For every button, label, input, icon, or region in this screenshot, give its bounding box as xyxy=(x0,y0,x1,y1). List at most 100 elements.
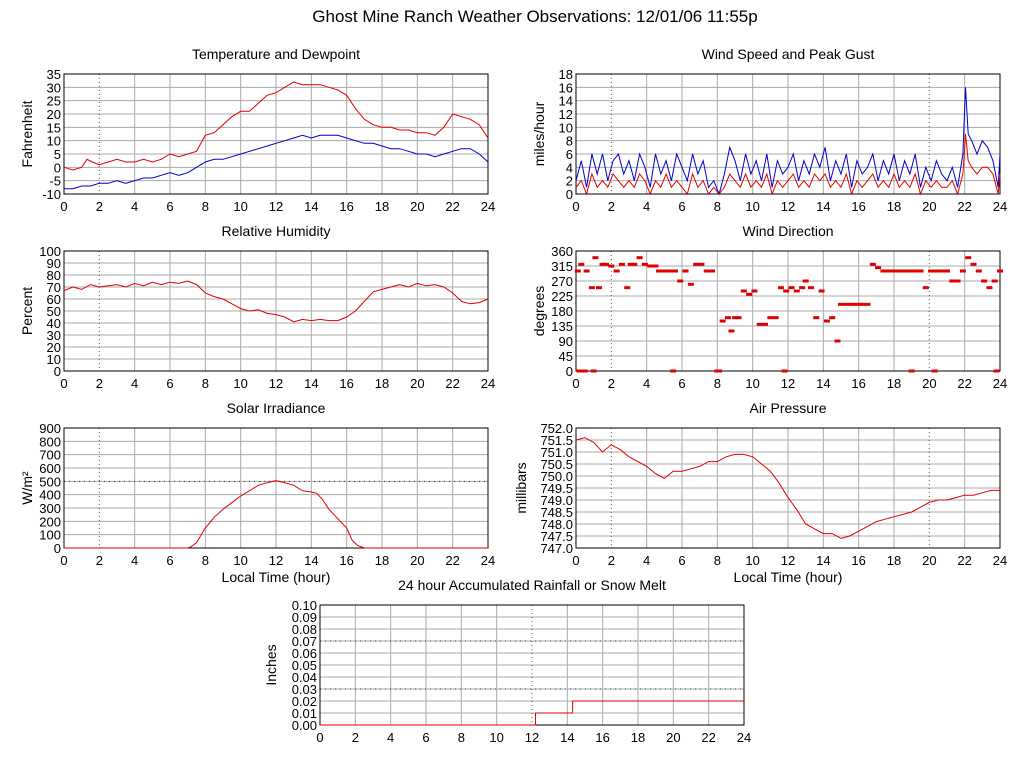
direction-point xyxy=(590,369,597,373)
direction-point xyxy=(901,269,908,273)
temp-xtick-label: 2 xyxy=(96,199,103,214)
direction-point xyxy=(896,269,903,273)
solar-ytick-label: 900 xyxy=(39,421,61,436)
pressure-series-line-0 xyxy=(575,437,1000,539)
temp-xtick-label: 22 xyxy=(445,199,459,214)
wind-xtick-label: 22 xyxy=(957,199,971,214)
direction-point xyxy=(928,269,935,273)
rain-xtick-label: 0 xyxy=(316,730,323,745)
direction-point xyxy=(624,286,631,290)
pressure-chart: Air Pressure 747.0747.5748.0748.5749.0749… xyxy=(513,400,1007,585)
rain-ytick-label: 0.02 xyxy=(292,694,317,709)
pressure-ytick-label: 751.5 xyxy=(540,433,573,448)
temp-xtick-label: 4 xyxy=(131,199,138,214)
direction-point xyxy=(993,369,1000,373)
direction-point xyxy=(588,286,595,290)
direction-point xyxy=(772,316,779,320)
direction-point xyxy=(853,302,860,306)
pressure-xtick-label: 20 xyxy=(922,553,936,568)
humidity-chart: Relative Humidity01020304050607080901000… xyxy=(19,223,495,391)
solar-xtick-label: 24 xyxy=(481,553,495,568)
direction-point xyxy=(636,256,643,260)
direction-point xyxy=(823,319,830,323)
direction-point xyxy=(807,286,814,290)
humidity-ytick-label: 100 xyxy=(39,244,61,259)
wind-xtick-label: 2 xyxy=(608,199,615,214)
temp-ytick-label: 20 xyxy=(47,107,61,122)
direction-ytick-label: 270 xyxy=(551,274,573,289)
direction-point xyxy=(751,289,758,293)
rain-ytick-label: 0.08 xyxy=(292,622,317,637)
rain-ytick-label: 0.05 xyxy=(292,658,317,673)
humidity-series-line-0 xyxy=(63,280,489,323)
direction-point xyxy=(938,269,945,273)
rain-ytick-label: 0.03 xyxy=(292,682,317,697)
pressure-ytick-label: 749.5 xyxy=(540,481,573,496)
temp-plot-frame xyxy=(63,73,489,195)
solar-xlabel: Local Time (hour) xyxy=(222,569,331,585)
direction-point xyxy=(666,269,673,273)
wind-ytick-label: 2 xyxy=(566,174,573,189)
direction-point xyxy=(592,256,599,260)
rain-title: 24 hour Accumulated Rainfall or Snow Mel… xyxy=(398,577,666,593)
direction-point xyxy=(671,269,678,273)
solar-ytick-label: 800 xyxy=(39,434,61,449)
direction-point xyxy=(767,316,774,320)
humidity-xtick-label: 20 xyxy=(410,376,424,391)
solar-xtick-label: 4 xyxy=(131,553,138,568)
direction-point xyxy=(719,319,726,323)
direction-xtick-label: 10 xyxy=(745,376,759,391)
direction-xtick-label: 8 xyxy=(714,376,721,391)
temp-xtick-label: 18 xyxy=(375,199,389,214)
temp-ytick-label: 35 xyxy=(47,67,61,82)
wind-xtick-label: 14 xyxy=(816,199,830,214)
direction-point xyxy=(908,369,915,373)
pressure-ytick-label: 750.0 xyxy=(540,469,573,484)
direction-point xyxy=(922,286,929,290)
direction-point xyxy=(581,369,588,373)
humidity-plot-frame xyxy=(63,250,489,372)
direction-point xyxy=(981,279,988,283)
wind-ytick-label: 12 xyxy=(559,107,573,122)
temp-ytick-label: 25 xyxy=(47,94,61,109)
direction-point xyxy=(931,369,938,373)
direction-point xyxy=(875,266,882,270)
temp-xtick-label: 6 xyxy=(166,199,173,214)
pressure-title: Air Pressure xyxy=(749,400,826,416)
direction-point xyxy=(891,269,897,273)
rain-xtick-label: 2 xyxy=(352,730,359,745)
rain-ytick-label: 0.00 xyxy=(292,718,317,733)
page-title: Ghost Mine Ranch Weather Observations: 1… xyxy=(312,7,758,26)
direction-point xyxy=(595,286,602,290)
wind-xtick-label: 0 xyxy=(572,199,579,214)
pressure-ytick-label: 750.5 xyxy=(540,457,573,472)
solar-ylabel: W/m² xyxy=(19,471,35,505)
solar-ytick-label: 700 xyxy=(39,448,61,463)
pressure-ytick-label: 748.5 xyxy=(540,505,573,520)
temp-xtick-label: 14 xyxy=(304,199,318,214)
rain-ytick-label: 0.09 xyxy=(292,610,317,625)
temp-ylabel: Fahrenheit xyxy=(19,100,35,167)
direction-point xyxy=(756,322,763,326)
humidity-ytick-label: 60 xyxy=(47,292,61,307)
direction-point xyxy=(838,302,844,306)
humidity-ytick-label: 30 xyxy=(47,328,61,343)
solar-ytick-label: 100 xyxy=(39,528,61,543)
rain-xtick-label: 6 xyxy=(422,730,429,745)
solar-xtick-label: 12 xyxy=(269,553,283,568)
pressure-ytick-label: 748.0 xyxy=(540,517,573,532)
direction-point xyxy=(574,269,581,273)
direction-point xyxy=(652,264,659,268)
direction-point xyxy=(859,302,866,306)
solar-title: Solar Irradiance xyxy=(227,400,326,416)
humidity-xtick-label: 8 xyxy=(202,376,209,391)
rain-xtick-label: 10 xyxy=(489,730,503,745)
direction-ytick-label: 315 xyxy=(551,259,573,274)
direction-point xyxy=(693,262,700,266)
direction-ytick-label: 225 xyxy=(551,289,573,304)
direction-point xyxy=(618,262,625,266)
temp-ytick-label: 30 xyxy=(47,80,61,95)
temp-xtick-label: 8 xyxy=(202,199,209,214)
solar-series-line-0 xyxy=(64,480,488,549)
